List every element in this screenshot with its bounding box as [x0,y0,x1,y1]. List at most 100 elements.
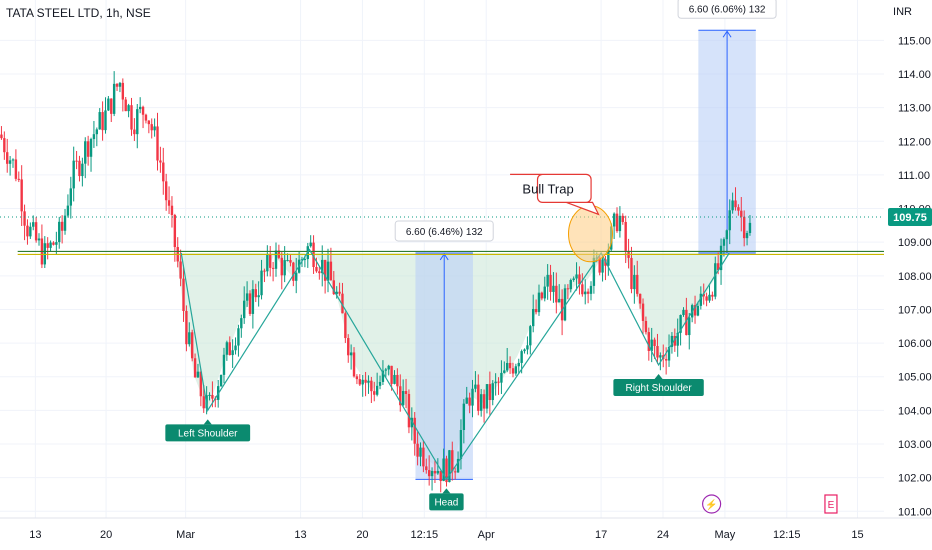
price-tick: 105.00 [898,372,932,384]
candle-body [722,239,726,246]
price-tick: 102.00 [898,473,932,485]
candle-body [601,259,604,273]
candle-body [237,328,240,346]
candle-body [283,260,286,276]
candle-body [540,292,544,299]
candle-body [89,139,93,157]
candle-body [433,470,437,474]
candle-body [266,254,269,272]
candle-body [358,379,362,385]
candle-body [378,381,382,386]
candle-body [503,370,506,373]
candle-body [211,394,214,399]
candle-body [520,351,523,363]
candle-body [474,384,477,389]
candle-body [29,226,32,237]
candle-body [393,374,396,384]
time-tick: Mar [176,529,195,541]
candle-body [153,126,156,131]
candle-body [55,242,58,245]
candle-body [271,267,275,269]
candle-body [612,213,616,227]
candle-body [456,458,460,473]
bull-trap-circle [568,205,614,263]
candle-body [517,362,520,367]
candle-body [127,105,130,112]
candle-body [419,447,422,457]
candle-body [52,242,55,245]
candle-body [734,200,737,208]
candle-body [280,257,283,276]
candle-body [101,112,104,131]
measure-label-box [394,220,494,242]
candle-body [274,250,278,269]
candle-body [72,160,75,189]
candle-body [329,261,333,281]
candle-body [607,249,610,266]
candle-body [81,163,84,177]
candle-body [49,242,52,248]
candle-body [199,371,203,397]
candle-body [361,379,364,385]
candle-body [702,293,705,297]
candle-body [468,397,471,406]
candle-body [656,346,659,358]
candle-body [500,372,503,383]
bull-trap-label: Bull Trap [522,181,573,196]
candle-body [505,362,509,371]
candle-body [719,245,723,271]
candle-body [705,296,708,301]
candle-body [92,134,96,140]
candle-body [621,215,624,222]
candle-body [164,181,168,201]
symbol-title: TATA STEEL LTD, 1h, NSE [6,6,151,20]
candle-body [641,303,645,321]
price-tick: 112.00 [898,136,931,148]
candle-body [514,366,518,374]
candle-body [731,200,734,211]
candle-body [60,221,64,231]
lightning-icon[interactable] [702,494,722,514]
candle-body [532,309,535,327]
price-tick: 107.00 [898,304,932,316]
candle-body [326,261,330,281]
candle-body [355,376,359,380]
candle-body [75,160,78,162]
candle-body [338,291,341,294]
candle-body [95,129,99,135]
candle-body [228,342,231,356]
candle-body [422,447,425,467]
candle-body [243,300,246,319]
candle-body [679,314,682,333]
price-tick: 103.00 [898,439,932,451]
candle-body [136,109,139,135]
candle-body [295,272,298,281]
candle-body [138,106,142,110]
candle-body [26,225,29,237]
currency-label: INR [893,6,912,18]
candle-body [413,417,416,444]
candle-body [263,270,266,272]
candle-body [32,222,35,227]
candle-body [653,339,656,347]
earnings-icon[interactable] [824,494,838,514]
candle-body [193,358,197,378]
candle-body [318,271,321,274]
price-tick: 114.00 [898,69,931,81]
candle-body [110,98,113,114]
candle-body [630,257,633,290]
candle-body [144,114,148,121]
candle-body [404,391,408,394]
candle-body [742,216,746,239]
candle-body [682,309,685,315]
candle-body [416,443,419,457]
candle-body [34,222,38,241]
candle-body [488,384,492,401]
lightning-icon-glyph: ⚡ [705,498,717,511]
candle-body [332,280,335,295]
candle-body [323,259,327,281]
time-axis: 13 20 Mar 13 20 12:15 Apr 17 24 May 12:15 15 ⚡ E [0,494,932,541]
candle-body [245,293,249,301]
candle-body [130,105,133,130]
